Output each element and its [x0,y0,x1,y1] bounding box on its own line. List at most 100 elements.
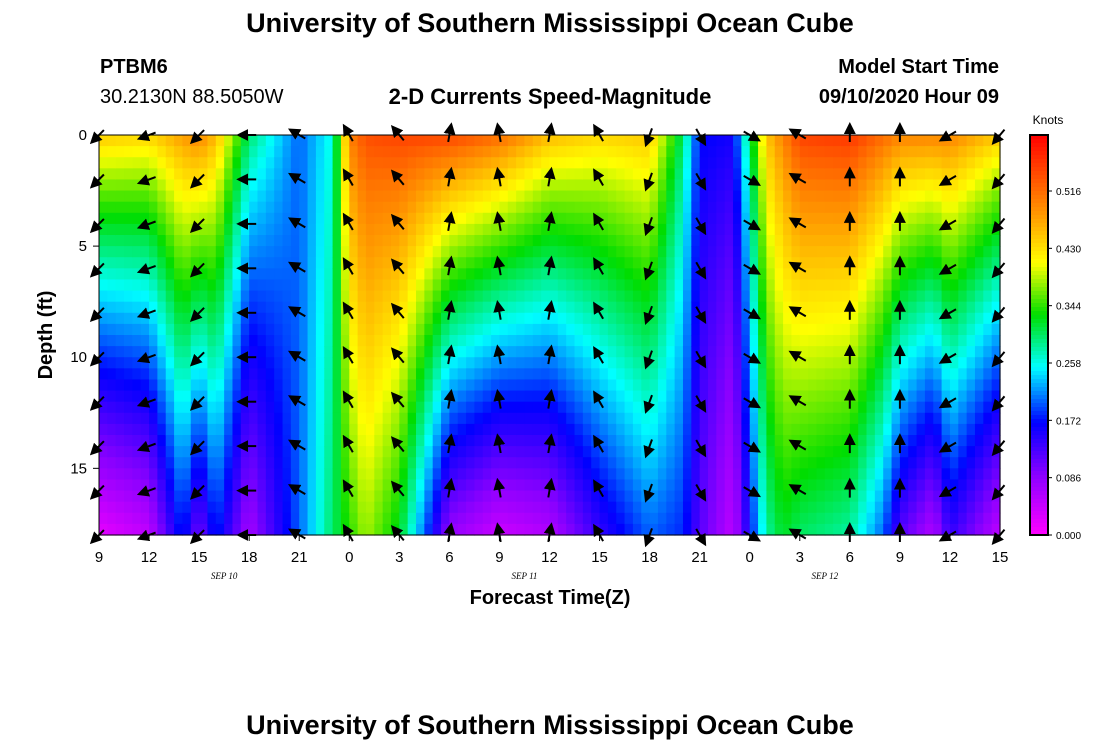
heat-cell [616,179,626,192]
heat-cell [215,412,225,425]
heat-cell [808,190,818,203]
heat-cell [182,257,192,269]
heat-cell [432,501,442,514]
heat-cell [274,146,284,158]
heat-cell [799,235,809,247]
colorbar-segment [1030,327,1048,332]
heat-cell [282,357,292,369]
heat-cell [107,257,117,269]
heat-cell [257,201,267,214]
heat-cell [708,490,717,503]
heat-cell [274,323,284,336]
heat-cell [199,235,209,247]
heat-cell [541,279,551,292]
heat-cell [457,379,467,392]
heat-cell [240,390,250,403]
heat-cell [365,179,375,192]
heat-cell [140,157,150,169]
heat-cell [349,512,359,525]
heat-cell [599,323,609,336]
heat-cell [666,401,676,414]
heat-cell [983,457,993,469]
heat-cell [199,201,209,214]
heat-cell [641,435,651,447]
heat-cell [908,223,918,236]
heat-cell [165,168,175,181]
heat-cell [749,235,759,247]
heat-cell [682,279,692,292]
heat-cell [149,235,158,247]
heat-cell [474,368,484,381]
heat-cell [299,368,309,381]
heat-cell [808,357,818,369]
heat-cell [666,379,676,392]
heat-cell [215,135,225,147]
heat-cell [374,246,384,258]
heat-cell [332,446,342,458]
heat-cell [866,279,876,292]
heat-cell [332,435,342,447]
heat-cell [466,201,476,214]
heat-cell [149,246,158,258]
heat-cell [482,357,492,369]
colorbar-tick-label: 0.430 [1056,244,1081,255]
heat-cell [891,201,901,214]
heat-cell [274,312,284,325]
heat-cell [215,279,225,292]
heat-cell [924,468,934,481]
heat-cell [399,201,409,214]
heat-cell [816,268,826,281]
heat-cell [958,457,968,469]
heat-cell [808,257,818,269]
heat-cell [858,468,868,481]
heat-cell [149,523,158,536]
heat-cell [115,401,125,414]
colorbar-segment [1030,279,1048,284]
heat-cell [607,201,617,214]
heat-cell [557,268,567,281]
heat-cell [924,301,934,314]
heat-cell [858,346,868,358]
heat-cell [107,279,117,292]
heat-cell [474,179,484,192]
heat-cell [791,223,801,236]
heat-cell [157,357,167,369]
current-vector [788,484,807,496]
heat-cell [390,401,400,414]
heat-cell [349,479,359,492]
heat-cell [774,190,784,203]
heat-cell [240,346,250,358]
heat-cell [532,412,542,425]
heat-cell [390,190,400,203]
heat-cell [399,223,409,236]
heat-cell [699,235,709,247]
heat-cell [215,512,225,525]
heat-cell [833,423,843,436]
heat-cell [340,457,350,469]
heat-cell [307,390,317,403]
heat-cell [349,357,359,369]
heat-cell [991,335,1001,347]
heat-cell [374,146,384,158]
heat-cell [766,168,776,181]
heat-cell [399,379,409,392]
heat-cell [799,368,809,381]
heat-cell [666,168,676,181]
heat-cell [783,157,793,169]
heat-cell [207,423,217,436]
heat-cell [165,346,175,358]
heat-cell [382,412,392,425]
heat-cell [524,135,534,147]
colorbar-segment [1030,435,1048,440]
heat-cell [382,212,392,225]
heat-cell [382,235,392,247]
heat-cell [432,357,442,369]
heat-cell [949,157,959,169]
heat-cell [883,512,893,525]
heat-cell [532,335,542,347]
heat-cell [282,490,292,503]
heat-cell [749,435,759,447]
heat-cell [774,346,784,358]
heat-cell [407,168,417,181]
current-vector [743,308,761,320]
